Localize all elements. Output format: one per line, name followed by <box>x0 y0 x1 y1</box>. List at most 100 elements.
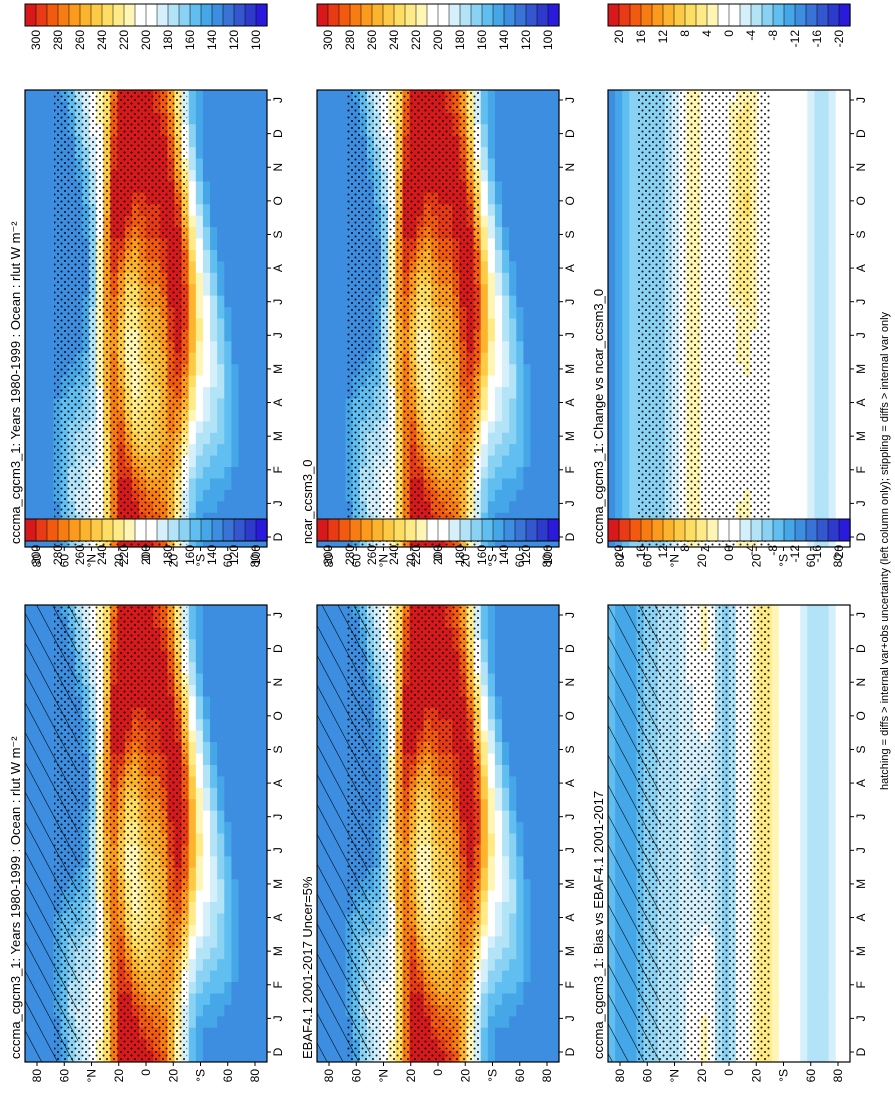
contour-cell <box>523 673 532 686</box>
contour-cell <box>217 924 225 937</box>
contour-cell <box>231 1004 240 1017</box>
month-tick-label: J <box>563 847 577 853</box>
contour-cell <box>480 684 489 697</box>
contour-cell <box>835 993 844 1006</box>
contour-cell <box>259 947 267 960</box>
contour-cell <box>835 822 844 835</box>
contour-cell <box>814 776 823 789</box>
contour-cell <box>259 639 267 652</box>
contour-cell <box>530 993 539 1006</box>
contour-cell <box>842 605 850 618</box>
contour-cell <box>537 673 546 686</box>
contour-cell <box>494 799 503 812</box>
contour-cell <box>793 719 801 732</box>
contour-cell <box>771 707 780 720</box>
contour-cell <box>487 993 496 1006</box>
contour-cell <box>544 696 553 709</box>
lat-tick-label: 60 <box>57 1069 71 1083</box>
contour-cell <box>537 776 546 789</box>
contour-cell <box>800 856 808 869</box>
contour-cell <box>487 959 496 972</box>
contour-cell <box>551 936 559 949</box>
contour-cell <box>544 913 553 926</box>
contour-cell <box>509 1050 517 1062</box>
month-tick-label: A <box>854 779 868 787</box>
contour-cell <box>551 764 559 777</box>
contour-cell <box>259 993 267 1006</box>
contour-cell <box>480 742 489 755</box>
contour-cell <box>46 215 55 228</box>
contour-cell <box>195 787 204 800</box>
contour-cell <box>39 261 47 274</box>
contour-cell <box>494 982 503 995</box>
contour-cell <box>39 329 47 342</box>
contour-cell <box>195 936 204 949</box>
contour-cell <box>245 639 254 652</box>
contour-cell <box>835 776 844 789</box>
contour-cell <box>202 902 211 915</box>
contour-cell <box>195 924 204 937</box>
contour-cell <box>238 879 247 892</box>
contour-cell <box>523 627 532 640</box>
contour-cell <box>502 730 510 743</box>
contour-cell <box>523 902 532 915</box>
contour-cell <box>188 1016 197 1029</box>
contour-cell <box>509 833 517 846</box>
lat-tick-label: 80 <box>322 1069 336 1083</box>
contour-cell <box>46 375 55 388</box>
contour-cell <box>793 1016 801 1029</box>
contour-cell <box>785 993 794 1006</box>
contour-cell <box>835 1004 844 1017</box>
contour-cell <box>537 730 546 743</box>
contour-cell <box>800 1027 808 1040</box>
contour-cell <box>217 810 225 823</box>
contour-cell <box>778 856 787 869</box>
contour-cell <box>821 844 830 857</box>
contour-cell <box>188 947 197 960</box>
contour-cell <box>828 787 837 800</box>
contour-cell <box>494 947 503 960</box>
contour-cell <box>785 764 794 777</box>
contour-cell <box>32 501 40 514</box>
contour-cell <box>231 662 240 675</box>
contour-cell <box>821 627 830 640</box>
contour-cell <box>523 753 532 766</box>
contour-cell <box>46 432 55 445</box>
month-tick-label: M <box>563 879 577 889</box>
contour-cell <box>516 913 525 926</box>
contour-cell <box>25 124 33 137</box>
contour-cell <box>771 1027 780 1040</box>
contour-cell <box>821 753 830 766</box>
contour-cell <box>502 673 510 686</box>
contour-cell <box>800 970 808 983</box>
contour-cell <box>238 799 247 812</box>
contour-cell <box>245 890 254 903</box>
contour-cell <box>202 1004 211 1017</box>
contour-cell <box>537 1016 546 1029</box>
contour-cell <box>231 822 240 835</box>
contour-cell <box>487 844 496 857</box>
contour-cell <box>800 799 808 812</box>
contour-cell <box>195 776 204 789</box>
contour-cell <box>210 879 218 892</box>
contour-cell <box>202 993 211 1006</box>
contour-cell <box>487 799 496 812</box>
contour-cell <box>217 856 225 869</box>
contour-cell <box>188 616 197 629</box>
contour-cell <box>842 1027 850 1040</box>
month-tick-label: J <box>563 1015 577 1021</box>
contour-cell <box>828 662 837 675</box>
contour-cell <box>494 822 503 835</box>
contour-cell <box>252 867 261 880</box>
contour-cell <box>238 959 247 972</box>
contour-cell <box>480 844 489 857</box>
contour-cell <box>551 867 559 880</box>
contour-cell <box>821 742 830 755</box>
contour-cell <box>202 936 211 949</box>
contour-cell <box>537 867 546 880</box>
month-tick-label: A <box>271 779 285 787</box>
contour-cell <box>195 947 204 960</box>
contour-cell <box>210 650 218 663</box>
contour-cell <box>800 890 808 903</box>
contour-cell <box>778 970 787 983</box>
